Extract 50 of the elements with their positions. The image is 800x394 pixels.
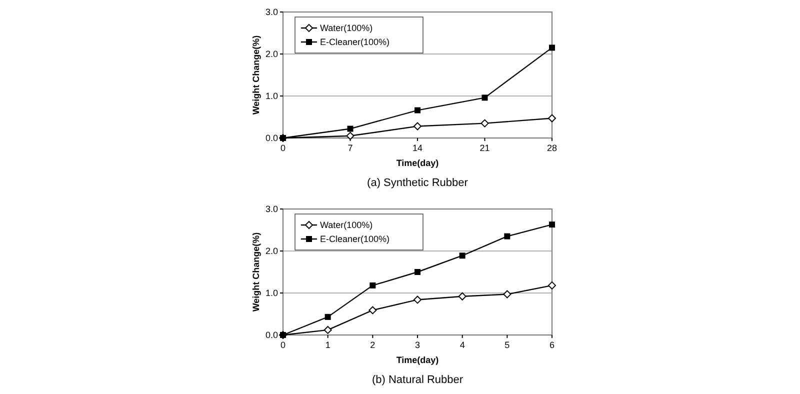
legend-label: E-Cleaner(100%)	[320, 37, 390, 48]
x-tick-label: 4	[460, 340, 465, 350]
point	[548, 281, 556, 290]
point	[549, 44, 555, 51]
x-tick-label: 0	[280, 340, 286, 350]
y-tick-label: 1.0	[265, 288, 278, 298]
y-axis-title: Weight Change(%)	[251, 232, 261, 312]
y-tick-label: 3.0	[265, 204, 278, 214]
x-tick-label: 28	[546, 143, 558, 153]
y-tick-label: 0.0	[265, 133, 278, 144]
point	[414, 122, 422, 130]
y-axis-title: Weight Change(%)	[251, 35, 261, 115]
text: (b) Natural Rubber	[372, 374, 464, 386]
point	[324, 326, 332, 334]
point	[324, 314, 331, 320]
legend-label: E-Cleaner(100%)	[320, 234, 390, 244]
x-tick-label: 3	[414, 340, 420, 350]
x-tick-label: 7	[348, 143, 353, 153]
point	[347, 126, 354, 132]
y-tick-label: 2.0	[265, 49, 278, 60]
y-tick-label: 0.0	[265, 330, 278, 340]
point	[482, 94, 488, 101]
point	[414, 269, 420, 275]
text: (a) Synthetic Rubber	[367, 177, 468, 189]
x-axis-title: Time(day)	[396, 355, 439, 365]
x-tick-label: 1	[325, 340, 330, 350]
point	[368, 306, 377, 314]
legend-label: Water(100%)	[320, 220, 373, 230]
y-tick-label: 2.0	[265, 246, 278, 256]
point	[346, 132, 354, 140]
x-tick-label: 0	[280, 143, 286, 153]
point	[503, 290, 512, 298]
legend-label: Water(100%)	[320, 23, 373, 34]
x-tick-label: 2	[370, 340, 376, 350]
point	[480, 119, 489, 128]
point	[548, 114, 556, 122]
x-tick-label: 14	[412, 143, 423, 153]
point	[414, 107, 420, 114]
point	[414, 296, 422, 304]
x-axis-title: Time(day)	[396, 158, 439, 168]
point	[549, 222, 555, 228]
x-tick-label: 21	[480, 143, 490, 153]
point	[370, 282, 376, 288]
x-tick-label: 5	[504, 340, 510, 350]
point	[458, 292, 466, 300]
point	[459, 252, 466, 259]
x-tick-label: 6	[549, 340, 555, 350]
point	[504, 233, 510, 240]
y-tick-label: 1.0	[265, 91, 278, 102]
y-tick-label: 3.0	[265, 7, 278, 18]
